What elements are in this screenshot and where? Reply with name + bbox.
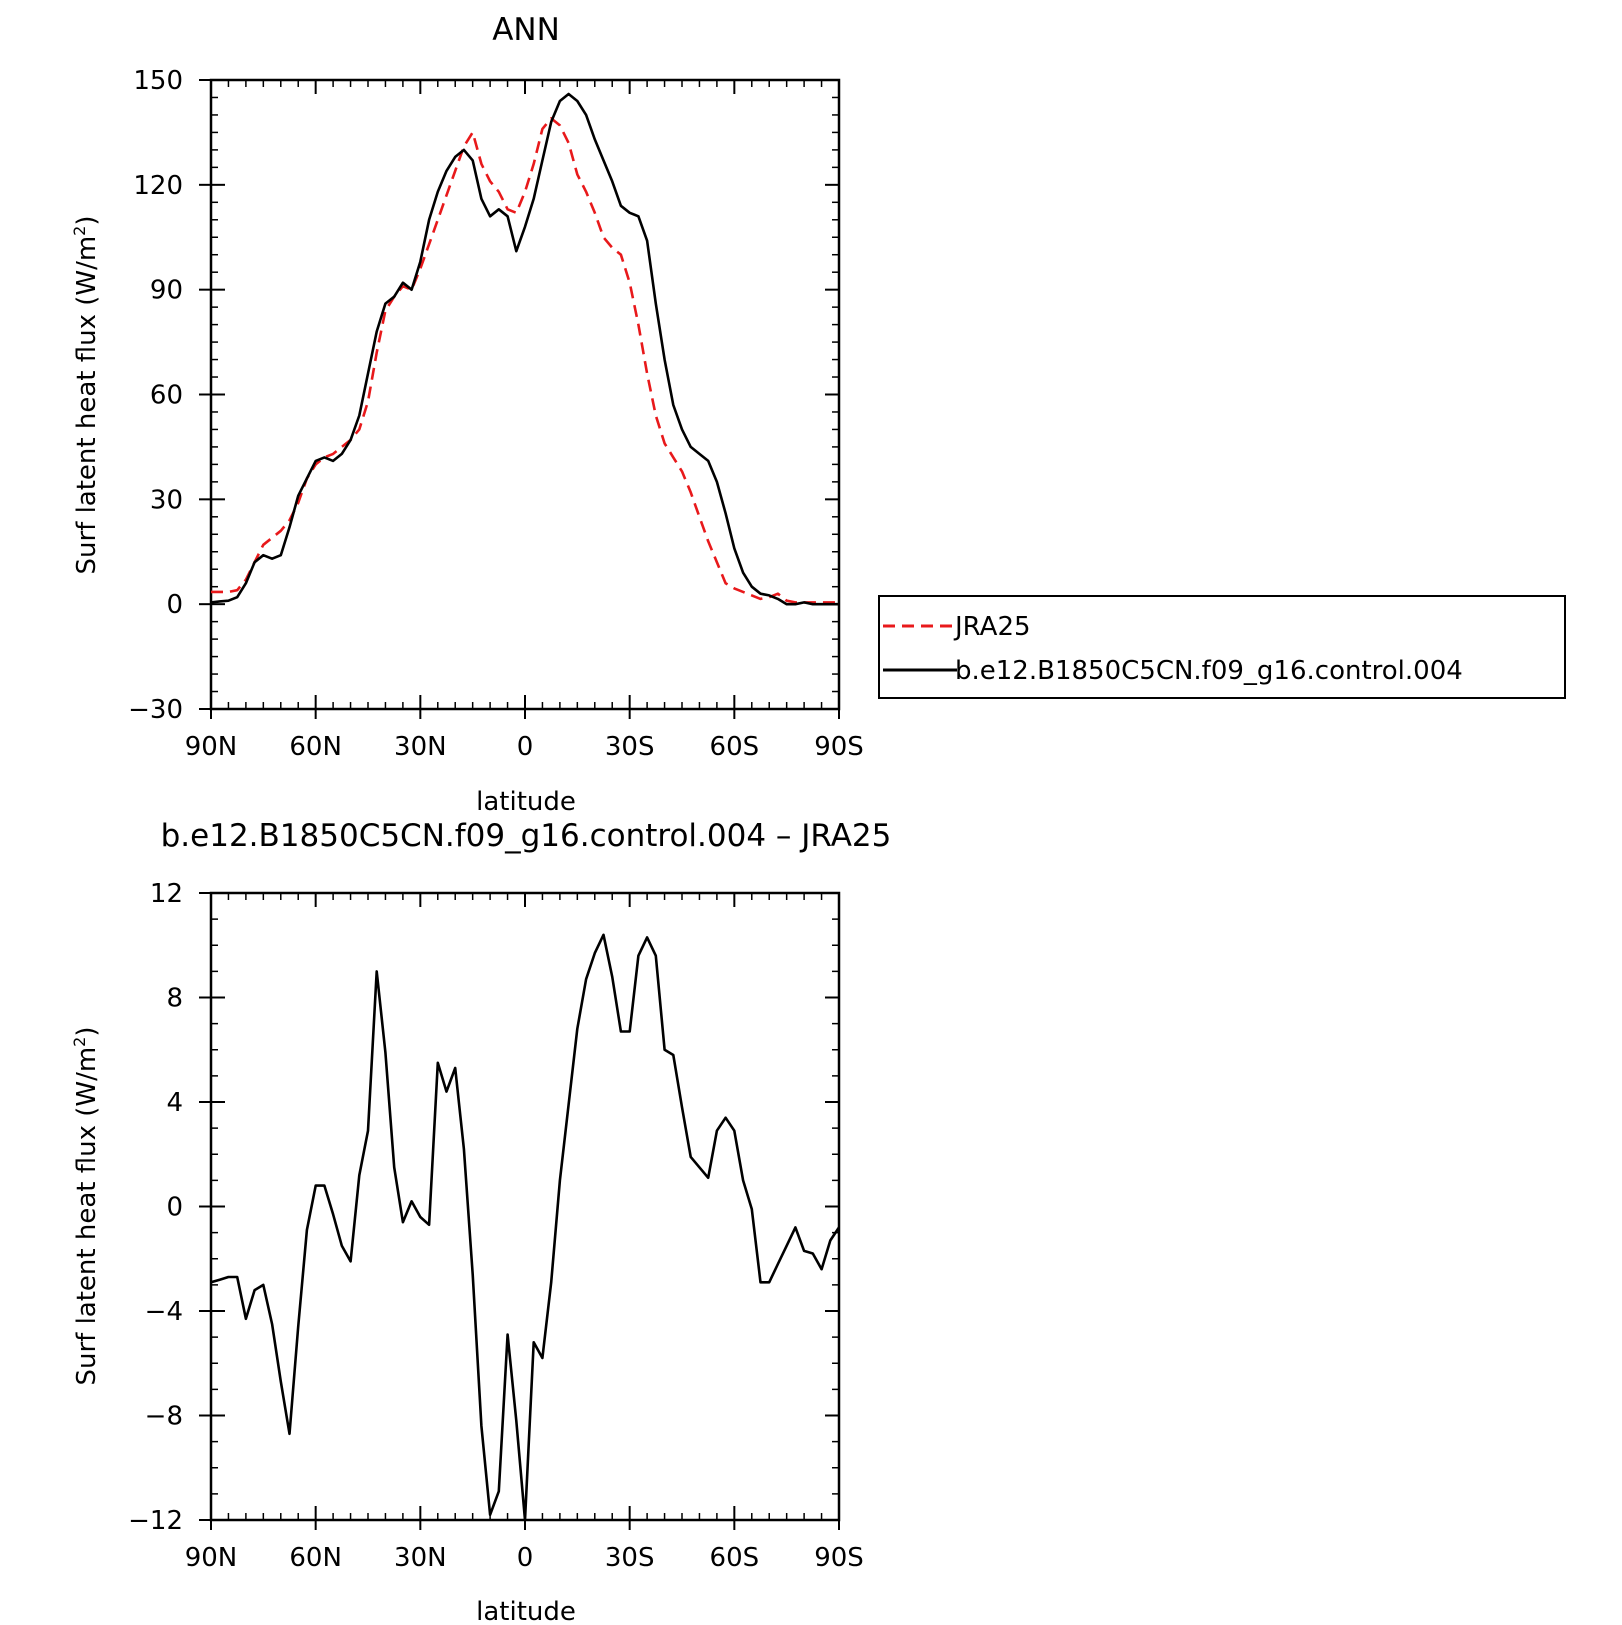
y-tick-label: −12 <box>128 1506 183 1536</box>
series-line-jra25 <box>211 117 839 604</box>
bottom-series-group <box>210 933 841 1522</box>
y-tick-label: 120 <box>133 171 183 201</box>
bottom-x-axis-label: latitude <box>476 1597 576 1625</box>
y-tick-label: −4 <box>145 1297 183 1327</box>
x-tick-label: 30N <box>394 1543 447 1573</box>
x-tick-label: 30N <box>394 732 447 762</box>
x-tick-label: 0 <box>517 1543 534 1573</box>
x-tick-label: 30S <box>605 1543 655 1573</box>
top-plot-frame <box>209 78 841 711</box>
x-tick-label: 90N <box>185 732 238 762</box>
legend-box <box>878 595 1566 699</box>
bottom-plot-frame <box>209 891 841 1522</box>
top-series-group <box>210 92 839 606</box>
x-tick-label: 60N <box>289 732 342 762</box>
y-tick-label: 60 <box>150 381 183 411</box>
y-tick-label: 150 <box>133 66 183 96</box>
bottom-chart-title: b.e12.B1850C5CN.f09_g16.control.004 – JR… <box>161 818 892 854</box>
x-tick-label: 90S <box>814 732 864 762</box>
legend-label-model: b.e12.B1850C5CN.f09_g16.control.004 <box>955 656 1463 686</box>
top-y-axis-label: Surf latent heat flux (W/m2) <box>70 215 102 574</box>
x-tick-label: 60S <box>710 732 760 762</box>
x-tick-label: 60S <box>710 1543 760 1573</box>
bottom-panel: b.e12.B1850C5CN.f09_g16.control.004 – JR… <box>70 818 891 1625</box>
legend-label-jra25: JRA25 <box>953 612 1031 642</box>
y-tick-label: −8 <box>145 1402 183 1432</box>
x-tick-label: 90N <box>185 1543 238 1573</box>
series-line-model <box>210 92 839 606</box>
y-tick-label: −30 <box>128 695 183 725</box>
bottom-axis-ticks: 90N 60N 30N 0 30S 60S 90S −12 −8 −4 0 4 8 12 <box>128 879 864 1573</box>
bottom-y-axis-label: Surf latent heat flux (W/m2) <box>70 1026 102 1385</box>
x-tick-label: 0 <box>517 732 534 762</box>
legend: JRA25 b.e12.B1850C5CN.f09_g16.control.00… <box>878 595 1566 699</box>
series-line-difference <box>210 933 841 1522</box>
y-tick-label: 8 <box>166 984 183 1014</box>
y-tick-label: 0 <box>166 590 183 620</box>
top-panel: ANN 90N 60N 30N 0 30S 60S 90S−300306090120150 … <box>70 12 864 817</box>
y-tick-label: 4 <box>166 1088 183 1118</box>
top-x-axis-label: latitude <box>476 787 576 817</box>
x-tick-label: 60N <box>289 1543 342 1573</box>
y-tick-label: 90 <box>150 276 183 306</box>
top-chart-title: ANN <box>492 12 560 48</box>
y-tick-label: 0 <box>166 1193 183 1223</box>
top-axis-ticks: 90N 60N 30N 0 30S 60S 90S −30 0 30 60 90 120 150 <box>128 66 864 762</box>
x-tick-label: 30S <box>605 732 655 762</box>
y-tick-label: 30 <box>150 485 183 515</box>
x-tick-label: 90S <box>814 1543 864 1573</box>
y-tick-label: 12 <box>150 879 183 909</box>
